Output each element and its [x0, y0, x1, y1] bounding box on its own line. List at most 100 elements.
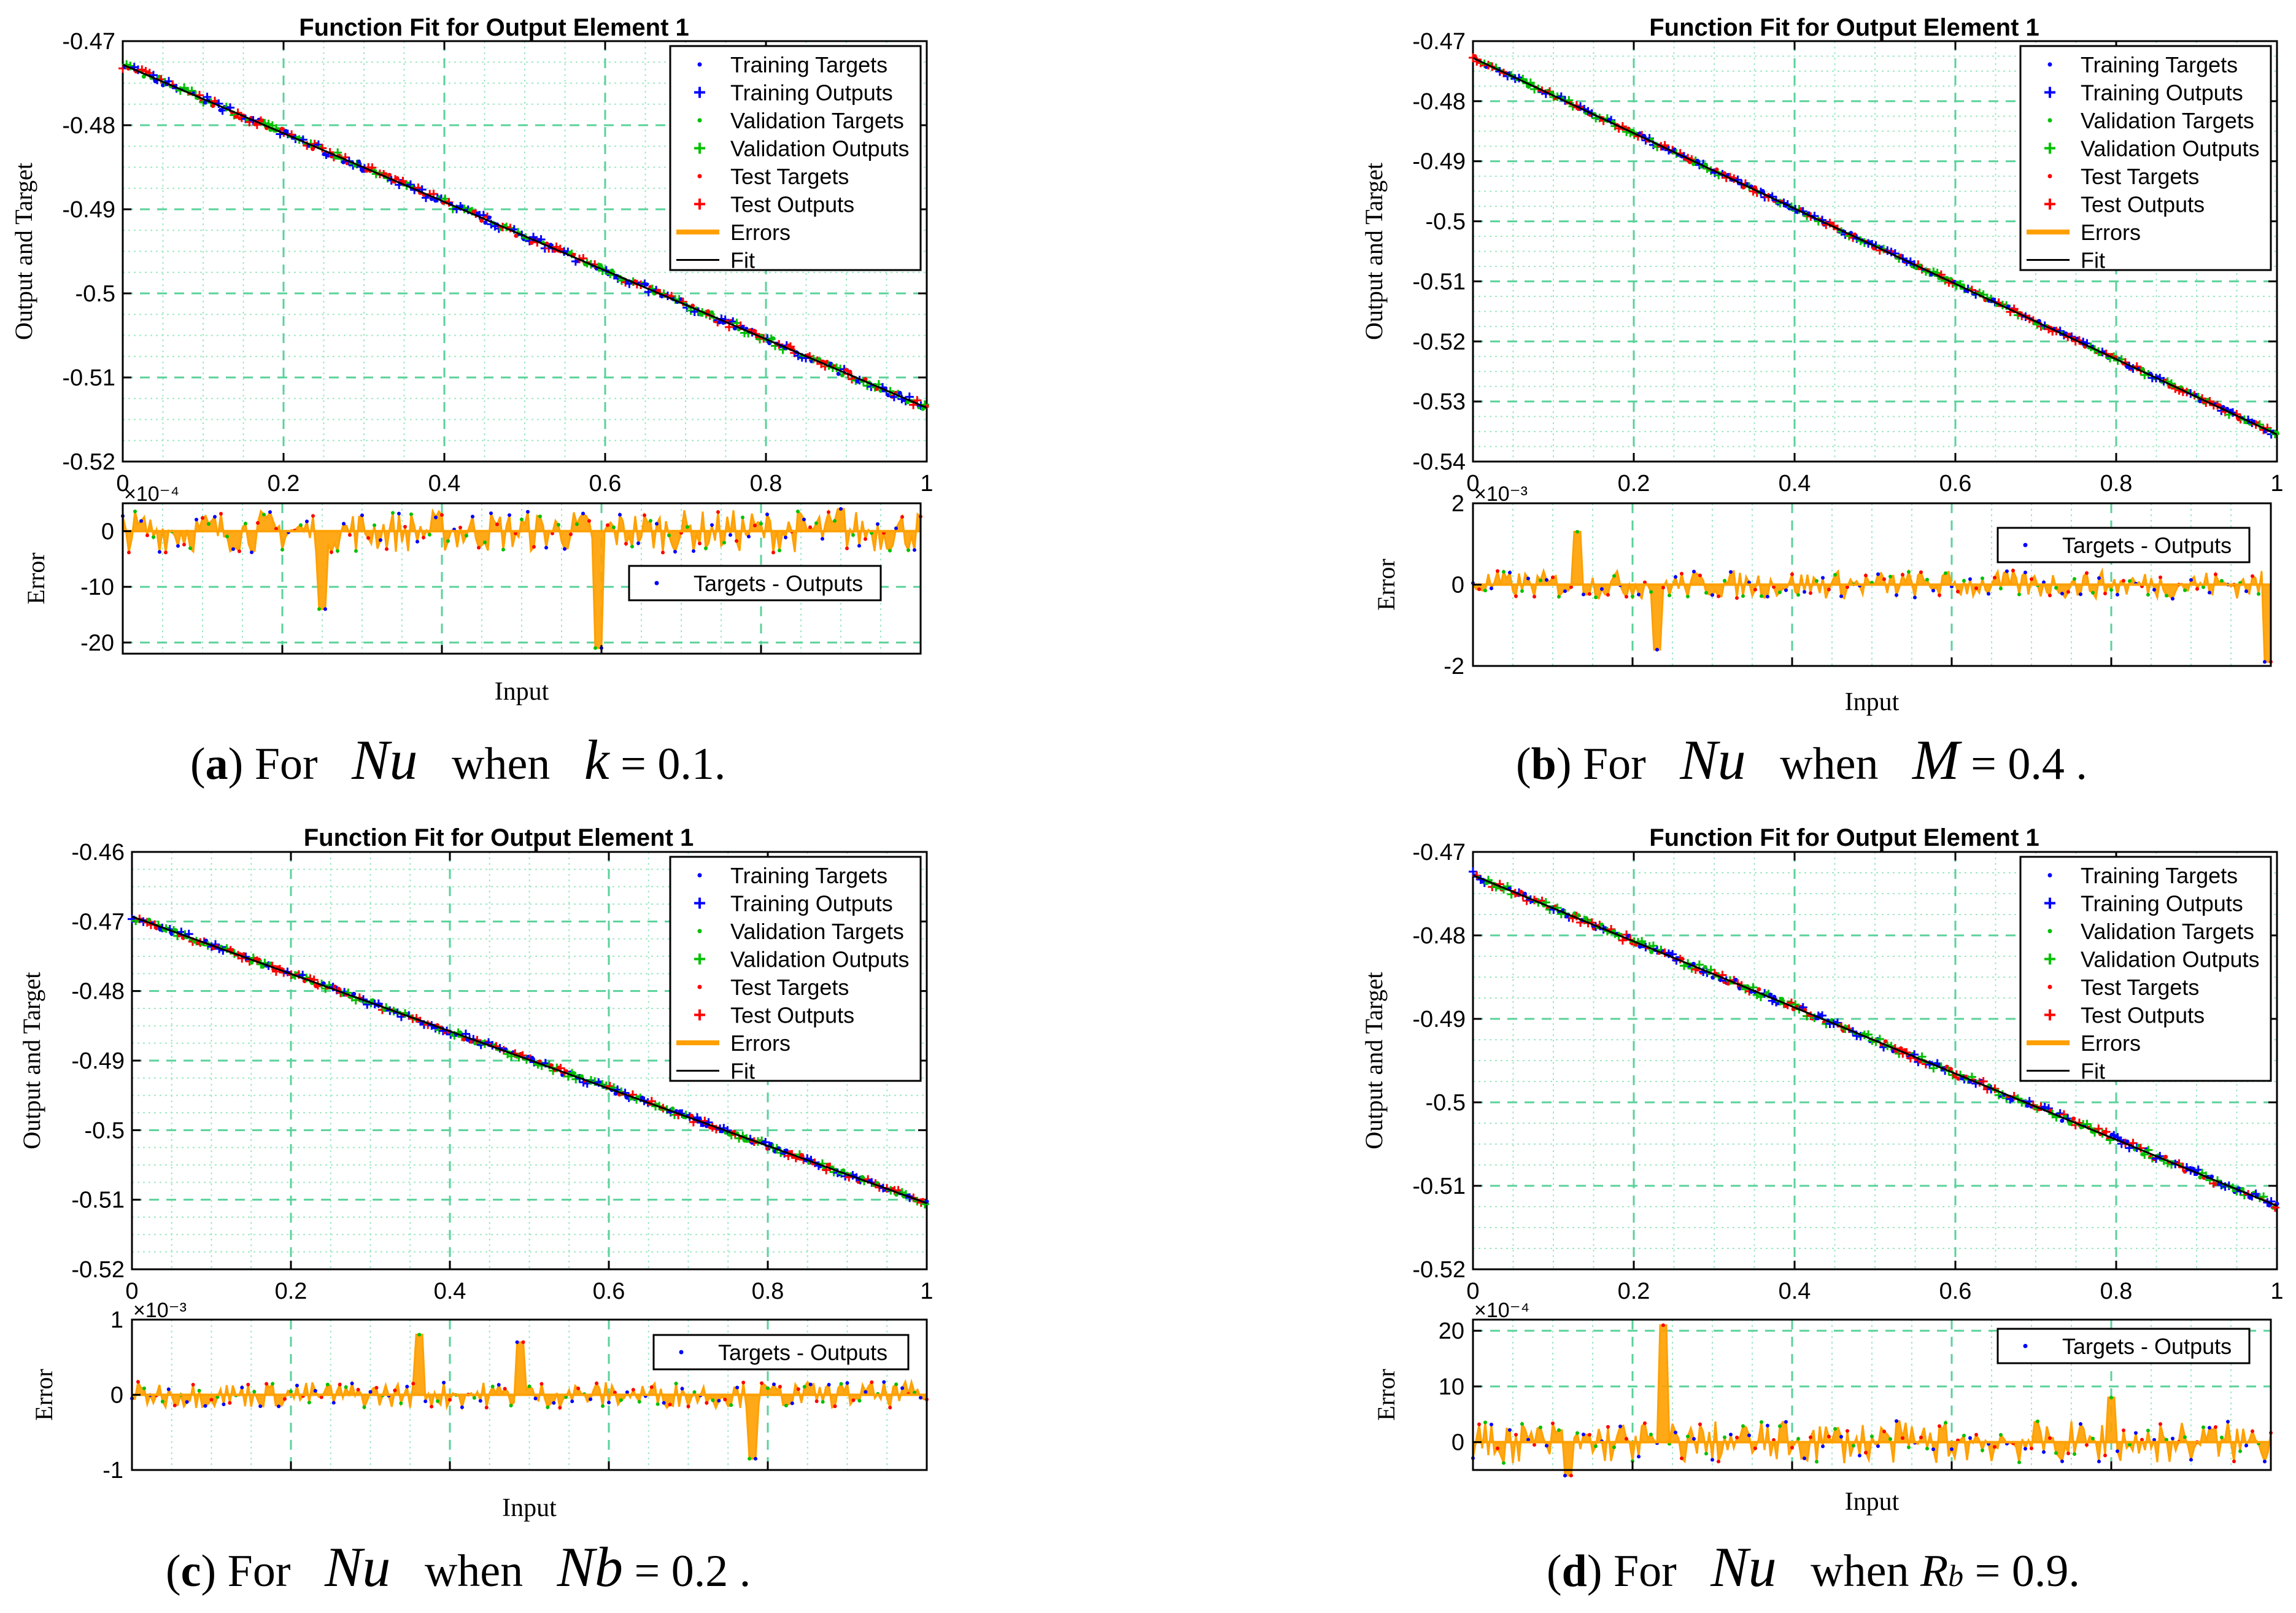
- error-point-a: [127, 551, 131, 555]
- x-tick-label-d: 0.4: [1779, 1278, 1811, 1304]
- error-point-a: [557, 522, 560, 527]
- legend-symbol-dot-d: [2047, 929, 2052, 934]
- error-point-c: [784, 1403, 788, 1407]
- y-tick-label-c: -0.46: [71, 840, 125, 865]
- error-point-b: [1919, 570, 1923, 574]
- error-point-a: [348, 533, 352, 537]
- legend-label-b: Test Targets: [2081, 164, 2199, 189]
- error-point-c: [692, 1390, 697, 1394]
- error-point-c: [576, 1387, 581, 1391]
- error-point-c: [601, 1404, 605, 1408]
- legend-label-a: Validation Outputs: [730, 136, 910, 161]
- error-point-a: [195, 517, 198, 522]
- error-point-d: [2189, 1458, 2193, 1462]
- error-point-b: [1490, 586, 1493, 590]
- error-point-a: [330, 550, 333, 554]
- legend-label-b: Errors: [2081, 220, 2141, 245]
- error-point-d: [1974, 1433, 1978, 1437]
- error-point-a: [501, 547, 505, 552]
- error-point-c: [478, 1399, 482, 1403]
- x-tick-label-d: 0.8: [2100, 1278, 2133, 1304]
- x-axis-label-b: Input: [1845, 688, 1900, 716]
- error-point-a: [747, 535, 751, 539]
- error-point-d: [2226, 1420, 2230, 1424]
- error-point-d: [2060, 1459, 2064, 1463]
- legend-label-a: Validation Targets: [730, 108, 904, 133]
- error-point-a: [495, 522, 499, 527]
- error-point-b: [2214, 572, 2217, 576]
- target-marker-d: [1768, 992, 1773, 997]
- error-point-a: [784, 535, 787, 540]
- error-point-d: [2128, 1442, 2132, 1447]
- error-point-d: [1582, 1433, 1585, 1437]
- error-point-a: [704, 546, 708, 551]
- error-point-d: [1931, 1447, 1935, 1452]
- error-point-c: [509, 1404, 513, 1408]
- error-point-a: [299, 523, 303, 527]
- error-point-d: [1803, 1456, 1806, 1460]
- err-y-tick-label-d: 10: [1439, 1374, 1464, 1400]
- error-point-b: [1974, 586, 1978, 590]
- error-point-d: [2103, 1453, 2107, 1458]
- y-tick-label-a: -0.5: [75, 281, 115, 307]
- target-marker-a: [483, 220, 488, 225]
- x-tick-label-a: 0.6: [589, 471, 622, 497]
- error-point-b: [1723, 579, 1726, 583]
- y-tick-label-d: -0.48: [1412, 923, 1466, 949]
- error-point-b: [1741, 594, 1745, 598]
- error-point-c: [821, 1400, 825, 1404]
- error-point-a: [164, 551, 168, 555]
- chart-a: Function Fit for Output Element 1 -0.47 -0…: [10, 14, 933, 706]
- error-point-c: [723, 1398, 727, 1402]
- error-frame-d: [1472, 1318, 2272, 1471]
- error-point-d: [1839, 1434, 1843, 1439]
- legend-label-d: Fit: [2081, 1059, 2105, 1084]
- error-point-b: [1575, 530, 1579, 534]
- legend-symbol-dot-d: [2047, 873, 2052, 878]
- error-point-d: [1999, 1433, 2003, 1437]
- error-point-b: [1643, 580, 1647, 584]
- y-tick-label-c: -0.51: [71, 1188, 125, 1213]
- err-y-tick-label-b: -2: [1444, 654, 1464, 679]
- error-point-d: [1907, 1445, 1911, 1450]
- error-point-b: [1508, 570, 1512, 574]
- legend-symbol-plus-d: [2044, 1009, 2055, 1021]
- error-point-b: [2171, 597, 2174, 601]
- legend-symbol-dot-b: [2047, 62, 2052, 67]
- error-point-a: [833, 519, 837, 523]
- error-point-c: [166, 1387, 171, 1391]
- error-point-c: [313, 1389, 317, 1393]
- error-point-b: [1888, 574, 1892, 579]
- error-point-b: [1655, 648, 1659, 652]
- error-point-c: [258, 1404, 263, 1409]
- error-point-d: [1526, 1437, 1530, 1442]
- legend-d: Training Targets Training Outputs Validati…: [2019, 856, 2272, 1084]
- error-point-d: [2214, 1425, 2217, 1429]
- error-point-d: [2263, 1460, 2267, 1464]
- x-tick-label-b: 0.6: [1939, 471, 1972, 497]
- error-point-d: [1864, 1450, 1868, 1455]
- error-point-c: [393, 1388, 397, 1393]
- legend-symbol-dot-c: [697, 984, 702, 989]
- caption-a: (a) For Nu when k = 0.1.: [190, 729, 726, 791]
- error-point-a: [145, 533, 149, 538]
- legend-c: Training Targets Training Outputs Validati…: [669, 856, 922, 1084]
- error-point-c: [515, 1340, 519, 1344]
- target-marker-d: [1703, 965, 1707, 970]
- error-point-d: [2017, 1460, 2021, 1464]
- error-point-a: [673, 549, 677, 554]
- error-point-b: [1594, 595, 1598, 600]
- error-point-d: [1717, 1460, 1720, 1464]
- error-point-b: [1533, 595, 1536, 599]
- legend-label-b: Training Targets: [2081, 52, 2238, 77]
- error-point-b: [2244, 589, 2248, 594]
- error-point-b: [1809, 591, 1812, 595]
- error-point-b: [1753, 587, 1757, 592]
- error-point-b: [1526, 576, 1530, 581]
- error-point-a: [268, 510, 272, 514]
- error-point-b: [1661, 586, 1665, 590]
- error-point-a: [483, 540, 487, 544]
- error-point-d: [1962, 1433, 1966, 1437]
- error-point-c: [631, 1388, 635, 1392]
- legend-label-a: Errors: [730, 220, 790, 245]
